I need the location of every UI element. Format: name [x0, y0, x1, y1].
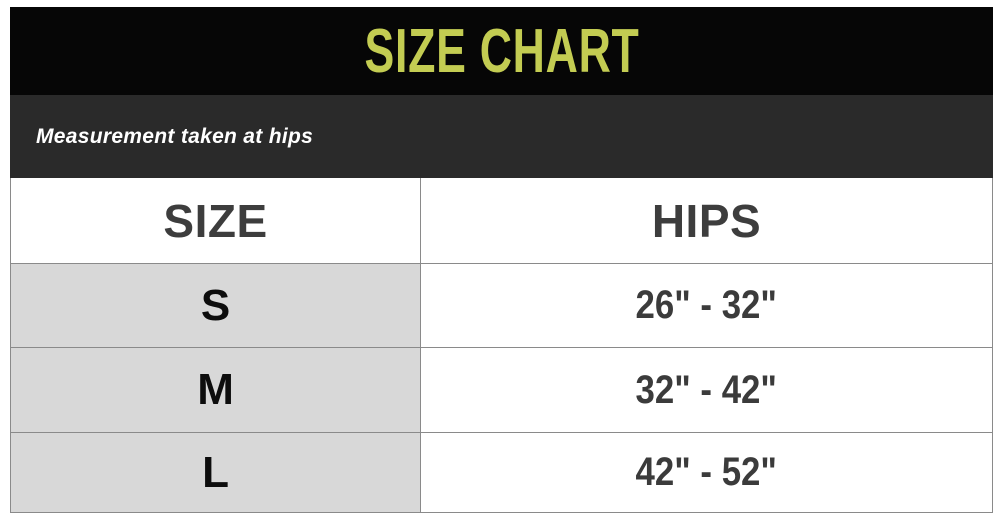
hips-cell: 42" - 52" — [421, 433, 992, 512]
size-cell: M — [11, 348, 422, 432]
column-header-hips: HIPS — [651, 194, 762, 247]
title-banner: SIZE CHART — [10, 7, 993, 95]
table-row: M 32" - 42" — [11, 347, 992, 432]
size-cell: S — [11, 264, 422, 347]
column-header-size: SIZE — [11, 178, 422, 263]
size-chart-card: SIZE CHART Measurement taken at hips SIZ… — [10, 7, 993, 513]
hips-value: 26" - 32" — [635, 283, 778, 327]
hips-cell: 26" - 32" — [421, 264, 992, 347]
size-cell: L — [11, 433, 422, 512]
hips-value: 42" - 52" — [635, 450, 778, 494]
page-title: SIZE CHART — [363, 16, 640, 86]
hips-cell: 32" - 42" — [421, 348, 992, 432]
measurement-note: Measurement taken at hips — [36, 124, 314, 148]
table-row: S 26" - 32" — [11, 263, 992, 347]
table-header-row: SIZE HIPS — [11, 178, 992, 263]
size-table: SIZE HIPS S 26" - 32" M 32" - 42" L 42" … — [10, 178, 993, 513]
hips-value: 32" - 42" — [635, 367, 778, 412]
table-row: L 42" - 52" — [11, 432, 992, 512]
note-banner: Measurement taken at hips — [10, 95, 993, 178]
